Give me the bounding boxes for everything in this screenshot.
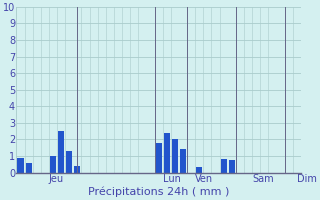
Bar xyxy=(74,166,80,173)
X-axis label: Précipitations 24h ( mm ): Précipitations 24h ( mm ) xyxy=(88,187,229,197)
Bar xyxy=(220,159,227,173)
Bar xyxy=(66,151,72,173)
Bar xyxy=(196,167,202,173)
Bar xyxy=(26,163,32,173)
Bar xyxy=(50,156,56,173)
Bar xyxy=(180,149,186,173)
Bar xyxy=(229,160,235,173)
Bar xyxy=(156,143,162,173)
Bar xyxy=(172,139,178,173)
Bar xyxy=(17,158,24,173)
Bar xyxy=(58,131,64,173)
Bar xyxy=(164,133,170,173)
